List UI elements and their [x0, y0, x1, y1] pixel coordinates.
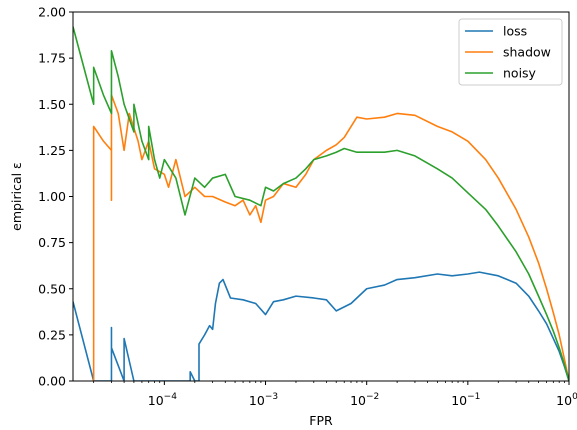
series-line-shadow [92, 94, 569, 381]
y-tick-label: 1.00 [38, 189, 66, 204]
x-tick-label: 10−2 [350, 392, 379, 408]
legend-label-shadow: shadow [503, 45, 551, 60]
x-tick-label: 10−3 [249, 392, 278, 408]
legend: loss shadow noisy [458, 18, 563, 86]
legend-frame [458, 18, 563, 86]
x-tick-label: 10−1 [451, 392, 480, 408]
plot-area [73, 26, 569, 381]
y-tick-label: 0.75 [38, 235, 66, 250]
y-tick-label: 0.25 [38, 327, 66, 342]
y-tick-label: 1.75 [38, 51, 66, 66]
plot-frame [72, 11, 570, 382]
x-tick-label: 10−4 [148, 392, 177, 408]
legend-label-noisy: noisy [503, 66, 537, 81]
series-line-loss [73, 271, 569, 381]
y-tick-label: 2.00 [38, 5, 66, 20]
x-tick-label: 100 [556, 392, 577, 408]
y-tick-label: 1.50 [38, 97, 66, 112]
y-tick-label: 1.25 [38, 143, 66, 158]
x-axis-ticks: 10−4 10−3 10−2 10−1 100 [93, 381, 577, 408]
series-line-noisy [73, 26, 569, 381]
y-axis-label: empirical ε [9, 162, 24, 231]
y-tick-label: 0.50 [38, 281, 66, 296]
x-axis-label: FPR [309, 413, 333, 428]
legend-label-loss: loss [503, 24, 527, 39]
y-axis-ticks: 0.00 0.25 0.50 0.75 1.00 1.25 1.50 1.75 2.00 [38, 5, 73, 389]
y-tick-label: 0.00 [38, 374, 66, 389]
